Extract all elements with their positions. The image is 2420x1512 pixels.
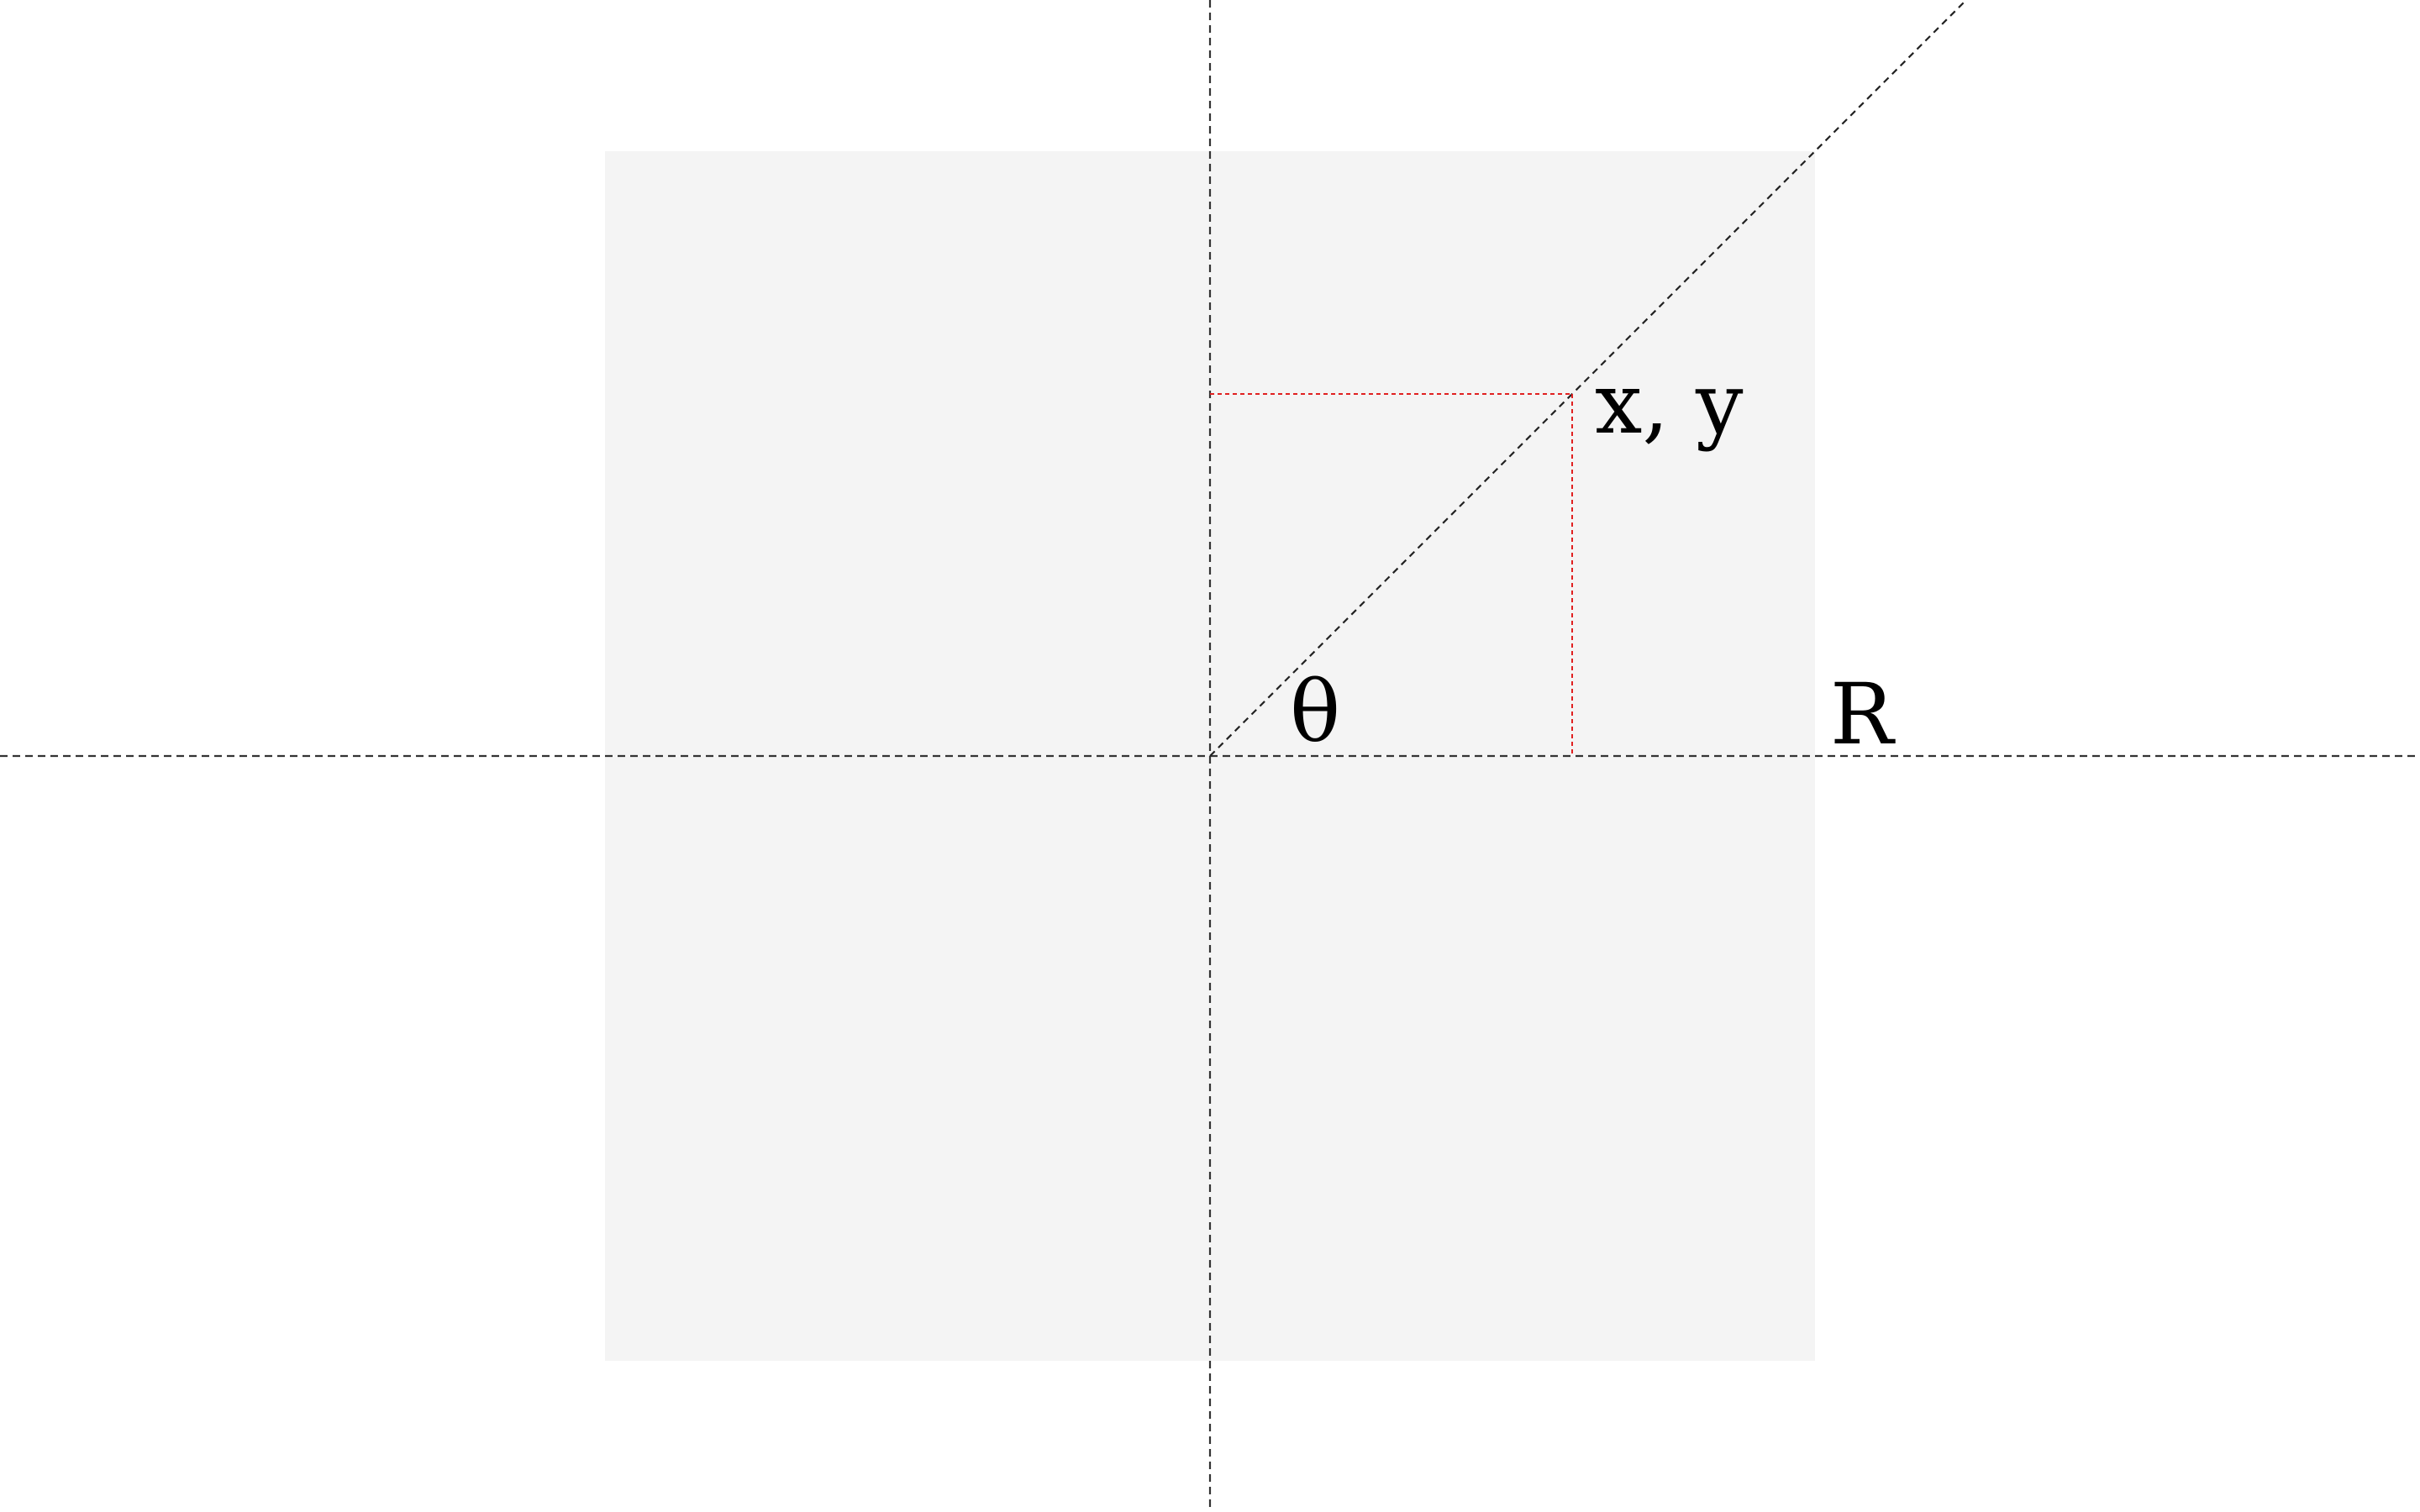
point-label: x, y (1595, 354, 1744, 453)
angle-label: θ (1290, 663, 1340, 761)
radial-ray (1209, 0, 1967, 757)
radius-label: R (1830, 665, 1896, 764)
